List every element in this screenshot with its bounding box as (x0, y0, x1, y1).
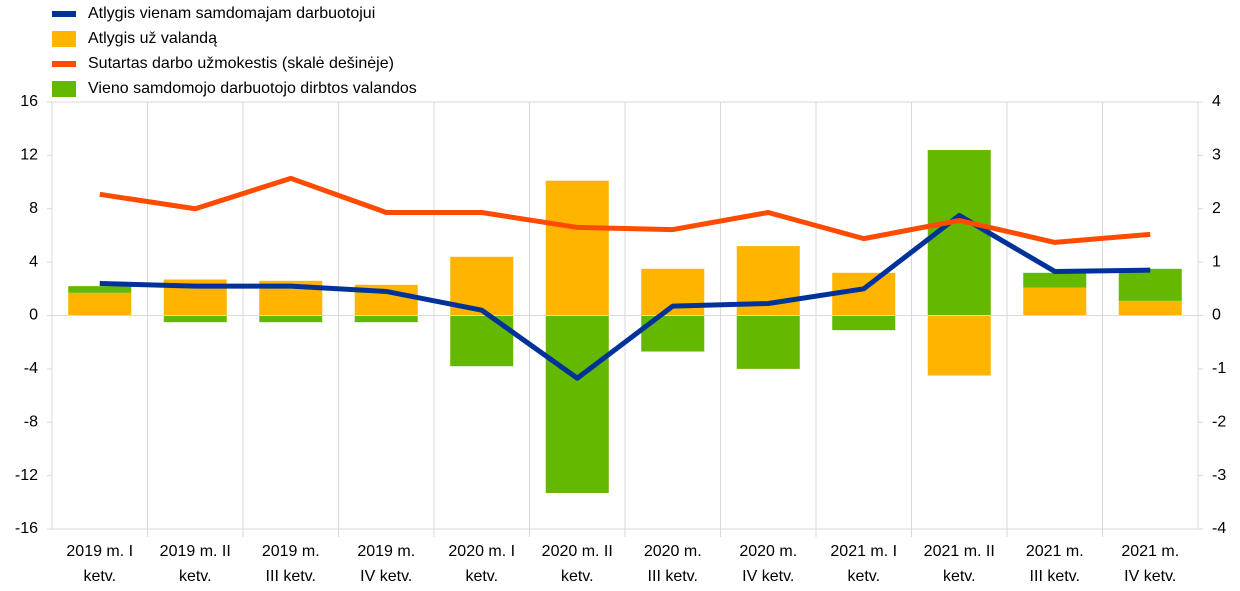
bar (1118, 268, 1182, 301)
x-tick-label-line: 2019 m. II (160, 543, 231, 560)
x-tick-label: 2019 m. IV ketv. (357, 543, 415, 585)
x-tick-label-line: 2019 m. (357, 543, 415, 560)
x-tick-label-line: ketv. (179, 568, 212, 585)
x-tick-label-line: IV ketv. (1124, 568, 1176, 585)
x-tick-label: 2019 m. I ketv. (66, 543, 133, 585)
x-tick-label-line: ketv. (943, 568, 976, 585)
x-tick-label: 2020 m. IV ketv. (739, 543, 797, 585)
legend-swatch (52, 81, 76, 97)
bar (545, 315, 609, 493)
x-tick-label: 2021 m. I ketv. (830, 543, 897, 585)
x-tick-label-line: 2020 m. (739, 543, 797, 560)
legend-swatch (52, 61, 76, 67)
x-tick-label-line: ketv. (83, 568, 116, 585)
legend-label: Vieno samdomojo darbuotojo dirbtos valan… (88, 80, 417, 97)
y-tick-label: -4 (24, 360, 38, 377)
y2-tick-label: -1 (1212, 360, 1226, 377)
x-tick-label-line: ketv. (847, 568, 880, 585)
y-tick-label: 12 (20, 147, 38, 164)
y2-tick-label: -4 (1212, 520, 1226, 537)
legend-swatch (52, 31, 76, 47)
bar (354, 315, 418, 323)
x-tick-label-line: 2020 m. I (448, 543, 515, 560)
legend-label: Atlygis vienam samdomajam darbuotojui (88, 5, 375, 22)
x-tick-label-line: ketv. (561, 568, 594, 585)
legend-label: Atlygis už valandą (88, 30, 217, 47)
y-tick-label: 0 (29, 307, 38, 324)
bar (1118, 300, 1182, 316)
line (99, 175, 1151, 245)
bar (163, 315, 227, 323)
y-tick-label: 8 (29, 200, 38, 217)
x-tick-label: 2021 m. II ketv. (924, 543, 995, 585)
bar (68, 286, 132, 293)
bar (259, 315, 323, 323)
x-tick-label-line: 2021 m. II (924, 543, 995, 560)
bar (832, 315, 896, 331)
x-tick-label-line: III ketv. (648, 568, 698, 585)
y-tick-label: -8 (24, 413, 38, 430)
x-tick-label: 2019 m. II ketv. (160, 543, 231, 585)
bar (1023, 272, 1087, 288)
y2-tick-label: 0 (1212, 307, 1221, 324)
legend-swatch (52, 11, 76, 17)
x-tick-label-line: 2019 m. I (66, 543, 133, 560)
x-tick-label: 2020 m. II ketv. (542, 543, 613, 585)
x-tick-label-line: IV ketv. (742, 568, 794, 585)
y2-tick-label: 1 (1212, 253, 1221, 270)
x-tick-label-line: 2021 m. (1121, 543, 1179, 560)
x-tick-label-line: 2021 m. (1026, 543, 1084, 560)
bar (736, 315, 800, 369)
x-tick-label: 2020 m. III ketv. (644, 543, 702, 585)
bar (927, 315, 991, 376)
x-tick-label-line: 2020 m. (644, 543, 702, 560)
y2-tick-label: 3 (1212, 147, 1221, 164)
y-tick-label: -16 (15, 520, 38, 537)
y-tick-label: 16 (20, 93, 38, 110)
bar (545, 180, 609, 316)
y-tick-label: 4 (29, 253, 38, 270)
x-tick-label-line: ketv. (465, 568, 498, 585)
y2-tick-label: 4 (1212, 93, 1221, 110)
bar (68, 292, 132, 316)
x-tick-label: 2021 m. IV ketv. (1121, 543, 1179, 585)
y-tick-label: -12 (15, 467, 38, 484)
x-tick-label-line: III ketv. (1030, 568, 1080, 585)
y2-tick-label: 2 (1212, 200, 1221, 217)
y2-tick-label: -2 (1212, 413, 1226, 430)
y2-tick-label: -3 (1212, 467, 1226, 484)
x-tick-label-line: IV ketv. (360, 568, 412, 585)
x-tick-label-line: 2021 m. I (830, 543, 897, 560)
x-tick-label-line: 2020 m. II (542, 543, 613, 560)
bar (1023, 287, 1087, 316)
x-tick-label: 2019 m. III ketv. (262, 543, 320, 585)
x-tick-label: 2021 m. III ketv. (1026, 543, 1084, 585)
x-tick-label: 2020 m. I ketv. (448, 543, 515, 585)
legend-label: Sutartas darbo užmokestis (skalė dešinėj… (88, 55, 394, 72)
x-tick-label-line: III ketv. (266, 568, 316, 585)
x-tick-label-line: 2019 m. (262, 543, 320, 560)
